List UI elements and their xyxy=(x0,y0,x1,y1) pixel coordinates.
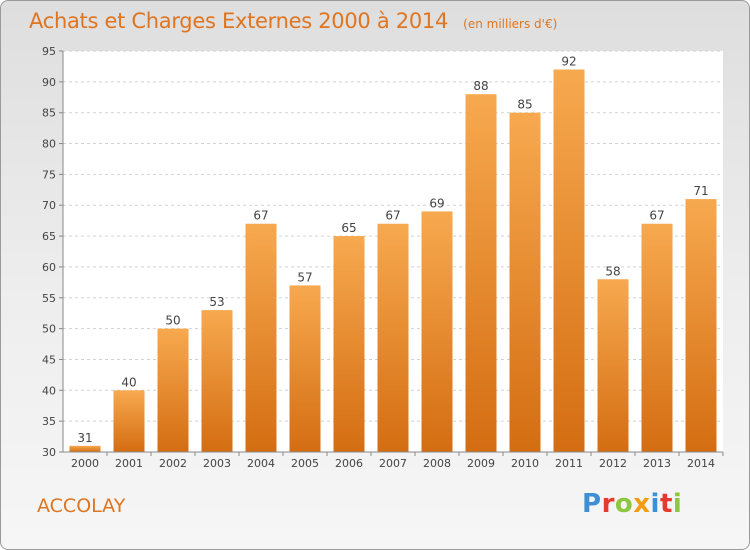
data-label: 85 xyxy=(517,98,532,112)
bar-2008 xyxy=(421,211,453,452)
y-tick-label: 95 xyxy=(42,45,56,58)
bar-2002 xyxy=(157,328,189,452)
bar-2000 xyxy=(69,445,101,452)
x-tick-label: 2014 xyxy=(687,457,715,470)
logo-letter: i xyxy=(650,489,660,519)
chart-header: Achats et Charges Externes 2000 à 2014 (… xyxy=(29,9,557,33)
x-tick-label: 2002 xyxy=(159,457,187,470)
y-tick-label: 50 xyxy=(42,323,56,336)
y-tick-label: 45 xyxy=(42,353,56,366)
data-label: 57 xyxy=(297,270,312,284)
bar-2005 xyxy=(289,285,321,452)
y-tick-labels: 30 35 40 45 50 55 60 65 70 75 80 85 90 95 xyxy=(42,45,56,459)
y-tick-label: 65 xyxy=(42,230,56,243)
bar-2006 xyxy=(333,236,365,452)
data-label: 88 xyxy=(473,79,488,93)
y-tick-label: 75 xyxy=(42,168,56,181)
logo-letter: P xyxy=(582,489,602,519)
x-tick-label: 2005 xyxy=(291,457,319,470)
data-label: 69 xyxy=(429,196,444,210)
x-tick-label: 2001 xyxy=(115,457,143,470)
bar-2007 xyxy=(377,223,409,452)
x-tick-label: 2011 xyxy=(555,457,583,470)
data-label: 71 xyxy=(693,184,708,198)
y-tick-label: 30 xyxy=(42,446,56,459)
bar-2011 xyxy=(553,69,585,452)
logo-letter: i xyxy=(672,489,683,519)
y-tick-label: 90 xyxy=(42,76,56,89)
chart-subtitle: (en milliers d'€) xyxy=(463,17,558,31)
y-tick-label: 80 xyxy=(42,138,56,151)
x-tick-label: 2008 xyxy=(423,457,451,470)
y-tick-label: 85 xyxy=(42,107,56,120)
bars xyxy=(69,69,717,452)
data-label: 58 xyxy=(605,264,620,278)
logo-letter: o xyxy=(614,489,634,519)
bar-2004 xyxy=(245,223,277,452)
bar-2010 xyxy=(509,112,541,452)
proxiti-logo: Proxiti xyxy=(582,489,682,519)
bar-2013 xyxy=(641,223,673,452)
x-tick-label: 2012 xyxy=(599,457,627,470)
data-label: 67 xyxy=(253,209,268,223)
bar-2009 xyxy=(465,94,497,452)
logo-letter: t xyxy=(659,489,673,519)
x-tick-label: 2007 xyxy=(379,457,407,470)
data-label: 50 xyxy=(165,314,180,328)
y-tick-label: 70 xyxy=(42,199,56,212)
y-tick-label: 35 xyxy=(42,415,56,428)
chart-title: Achats et Charges Externes 2000 à 2014 xyxy=(29,9,449,33)
data-labels: 31 40 50 53 67 57 65 67 69 88 85 92 58 67 71 xyxy=(77,55,708,445)
x-tick-label: 2003 xyxy=(203,457,231,470)
x-tick-label: 2004 xyxy=(247,457,275,470)
data-label: 67 xyxy=(649,209,664,223)
x-tick-labels: 2000 2001 2002 2003 2004 2005 2006 2007 2008 2009… xyxy=(71,452,724,470)
x-tick-label: 2013 xyxy=(643,457,671,470)
x-tick-label: 2006 xyxy=(335,457,363,470)
bar-2014 xyxy=(685,199,717,452)
y-tick-label: 40 xyxy=(42,384,56,397)
logo-letter: x xyxy=(633,489,651,519)
logo-letter: r xyxy=(601,489,615,519)
data-label: 65 xyxy=(341,221,356,235)
x-tick-label: 2010 xyxy=(511,457,539,470)
bar-2003 xyxy=(201,310,233,452)
data-label: 92 xyxy=(561,55,576,69)
y-tick-label: 55 xyxy=(42,292,56,305)
data-label: 67 xyxy=(385,209,400,223)
x-tick-label: 2009 xyxy=(467,457,495,470)
y-tick-label: 60 xyxy=(42,261,56,274)
bar-2012 xyxy=(597,279,629,452)
commune-name: ACCOLAY xyxy=(37,495,126,517)
x-tick-label: 2000 xyxy=(71,457,99,470)
data-label: 53 xyxy=(209,295,224,309)
bar-2001 xyxy=(113,390,145,452)
data-label: 40 xyxy=(121,375,136,389)
data-label: 31 xyxy=(77,431,92,445)
